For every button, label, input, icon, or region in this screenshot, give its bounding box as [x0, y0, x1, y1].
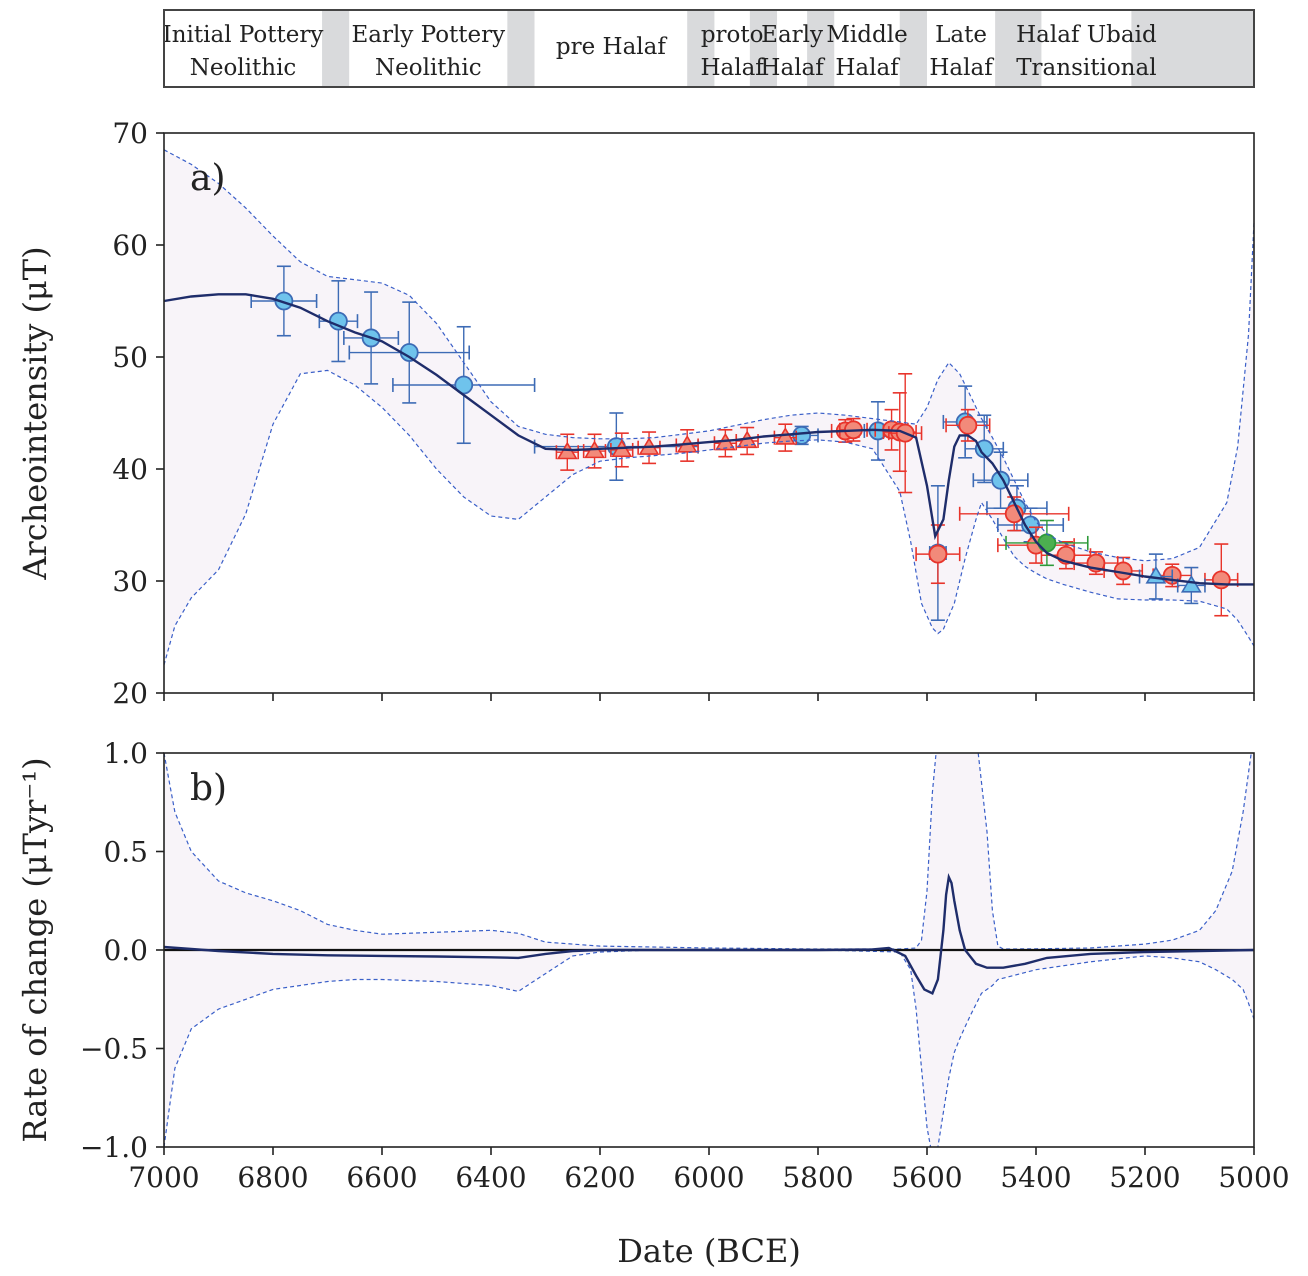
- upper-bound-line: [164, 753, 1252, 950]
- period-box: [777, 10, 808, 87]
- y-tick-label: 0.0: [103, 934, 148, 967]
- data-point: [392, 325, 536, 445]
- upper-bound-line: [163, 149, 1255, 562]
- panel-b-y-axis-label: Rate of change (μTyr⁻¹): [16, 757, 54, 1142]
- period-label: Halaf: [929, 55, 994, 81]
- panel-b: −1.0 −0.5 0.0 0.5 1.0 7000 6800 6600 6400 6200 600…: [16, 737, 1290, 1270]
- period-gap: [507, 10, 535, 87]
- x-axis-label: Date (BCE): [617, 1232, 801, 1270]
- period-label: Initial Pottery: [163, 22, 324, 48]
- period-label: Neolithic: [190, 55, 297, 81]
- x-tick-label: 6000: [673, 1161, 744, 1194]
- lower-bound-line: [164, 949, 1254, 1147]
- period-box: [349, 10, 508, 87]
- panel-a-frame: [163, 132, 1255, 694]
- panel-b-ticks: −1.0 −0.5 0.0 0.5 1.0 7000 6800 6600 6400 6200 600…: [80, 737, 1290, 1194]
- x-tick-label: 5000: [1218, 1161, 1289, 1194]
- panel-a: 20 30 40 50 60 70 a) Archeointensity (μT): [16, 117, 1255, 710]
- lower-bound-line: [163, 369, 1255, 666]
- y-tick-label: 20: [112, 677, 148, 710]
- y-tick-label: −0.5: [80, 1033, 148, 1066]
- y-tick-label: 70: [112, 117, 148, 150]
- period-label: Middle: [826, 22, 907, 48]
- y-tick-label: −1.0: [80, 1131, 148, 1164]
- y-tick-label: 40: [112, 453, 148, 486]
- data-point: [348, 301, 471, 404]
- period-label: Early Pottery: [352, 22, 506, 48]
- period-label: Early: [761, 22, 823, 48]
- uncertainty-band: [164, 149, 1254, 666]
- period-box: [1041, 10, 1132, 87]
- y-tick-label: 60: [112, 229, 148, 262]
- x-tick-label: 6400: [455, 1161, 526, 1194]
- period-box: [834, 10, 900, 87]
- y-tick-label: 0.5: [103, 836, 148, 869]
- period-gap: [749, 10, 778, 87]
- data-point: [784, 425, 819, 446]
- data-point: [964, 414, 1005, 484]
- x-tick-label: 6200: [564, 1161, 635, 1194]
- y-tick-label: 1.0: [103, 737, 148, 770]
- period-label: Late: [935, 22, 987, 48]
- uncertainty-band: [164, 753, 1254, 1147]
- period-gap: [1131, 10, 1254, 87]
- period-gap: [807, 10, 835, 87]
- period-box: [714, 10, 750, 87]
- panel-a-y-axis-label: Archeointensity (μT): [16, 246, 54, 580]
- x-tick-label: 5800: [782, 1161, 853, 1194]
- period-label: proto: [701, 22, 764, 48]
- panel-a-label: a): [190, 158, 226, 199]
- x-tick-label: 6800: [237, 1161, 308, 1194]
- period-label: pre Halaf: [556, 34, 667, 60]
- period-label: Neolithic: [375, 55, 482, 81]
- period-box: [927, 10, 996, 87]
- period-gap: [322, 10, 350, 87]
- period-label: Halaf: [760, 55, 825, 81]
- panel-a-y-ticks: 20 30 40 50 60 70: [112, 117, 1255, 710]
- x-tick-label: 7000: [128, 1161, 199, 1194]
- period-label: Halaf: [835, 55, 900, 81]
- y-tick-label: 30: [112, 565, 148, 598]
- period-gap: [687, 10, 715, 87]
- panel-a-uncertainty-band: [164, 149, 1254, 666]
- period-box: [164, 10, 323, 87]
- period-box: [534, 10, 688, 87]
- panel-b-label: b): [190, 768, 227, 809]
- period-label: Halaf: [700, 55, 765, 81]
- period-gap: [995, 10, 1042, 87]
- panel-a-curves: [163, 149, 1255, 666]
- rate-curve: [164, 872, 1254, 995]
- x-tick-label: 6600: [346, 1161, 417, 1194]
- period-bar-frame: [163, 9, 1255, 88]
- panel-b-uncertainty-band: [164, 753, 1254, 1147]
- period-label: Transitional: [1016, 55, 1156, 81]
- panel-b-curves: [164, 753, 1254, 1147]
- x-tick-label: 5200: [1109, 1161, 1180, 1194]
- y-tick-label: 50: [112, 341, 148, 374]
- period-label: Halaf Ubaid: [1016, 22, 1157, 48]
- data-point: [250, 265, 318, 337]
- period-gap: [899, 10, 927, 87]
- x-tick-label: 5400: [1000, 1161, 1071, 1194]
- intensity-curve: [163, 293, 1254, 586]
- data-point: [1176, 566, 1206, 605]
- data-point: [915, 524, 961, 585]
- x-tick-label: 5600: [891, 1161, 962, 1194]
- period-bar: Initial Pottery Neolithic Early Pottery Neo…: [163, 9, 1255, 88]
- data-point: [945, 408, 991, 442]
